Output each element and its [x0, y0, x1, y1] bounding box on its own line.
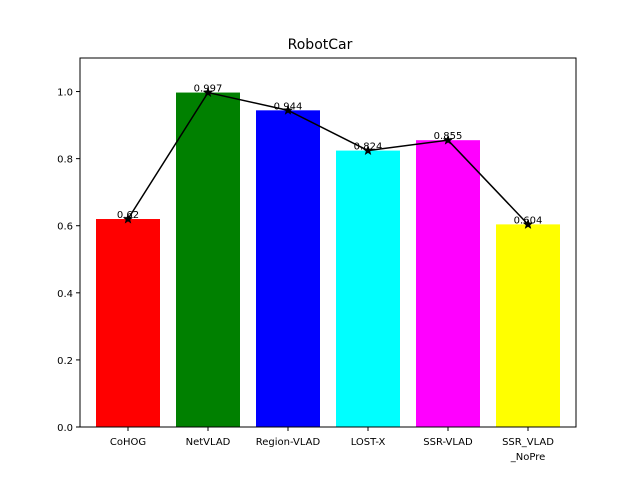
y-tick-label-5: 1.0	[57, 88, 73, 99]
x-tick-label-0: CoHOG	[110, 437, 146, 448]
line-marker-5	[522, 218, 534, 229]
bar-3	[336, 150, 400, 427]
x-tick-label-4: SSR-VLAD	[423, 437, 473, 448]
data-label-5: 0.604	[514, 215, 543, 226]
y-tick-label-2: 0.4	[57, 289, 73, 300]
line-marker-2	[282, 104, 294, 115]
bar-4	[416, 140, 480, 427]
chart-title: RobotCar	[288, 37, 353, 53]
overlay-line-group	[122, 87, 534, 229]
line-marker-0	[122, 213, 134, 224]
bar-5	[496, 224, 560, 427]
line-marker-3	[362, 145, 374, 156]
data-label-0: 0.62	[117, 210, 139, 221]
line-marker-4	[442, 134, 454, 145]
line-marker-1	[202, 87, 214, 97]
overlay-line	[127, 91, 529, 225]
data-label-4: 0.855	[434, 131, 463, 142]
bar-2	[256, 110, 320, 428]
bars-group	[96, 92, 560, 428]
y-tick-label-1: 0.2	[57, 356, 73, 367]
x-tick-label-5: SSR_VLAD _NoPre	[502, 437, 554, 463]
x-tick-label-1: NetVLAD	[186, 437, 231, 448]
bar-0	[96, 219, 160, 427]
x-tick-label-2: Region-VLAD	[256, 437, 321, 448]
x-axis: CoHOG NetVLAD Region-VLAD LOST-X SSR-VLAD SSR…	[110, 427, 554, 463]
y-tick-label-4: 0.8	[57, 155, 73, 166]
y-axis: 0.0 0.2 0.4 0.6 0.8 1.0	[57, 88, 80, 434]
bar-1	[176, 92, 240, 427]
x-tick-label-3: LOST-X	[351, 437, 386, 448]
data-labels-group: 0.62 0.997 0.944 0.824 0.855 0.604	[117, 84, 542, 227]
data-label-2: 0.944	[274, 101, 303, 112]
y-tick-label-0: 0.0	[57, 423, 73, 434]
data-label-1: 0.997	[194, 84, 223, 95]
y-tick-label-3: 0.6	[57, 222, 73, 233]
plot-frame	[79, 57, 577, 428]
data-label-3: 0.824	[354, 142, 383, 153]
